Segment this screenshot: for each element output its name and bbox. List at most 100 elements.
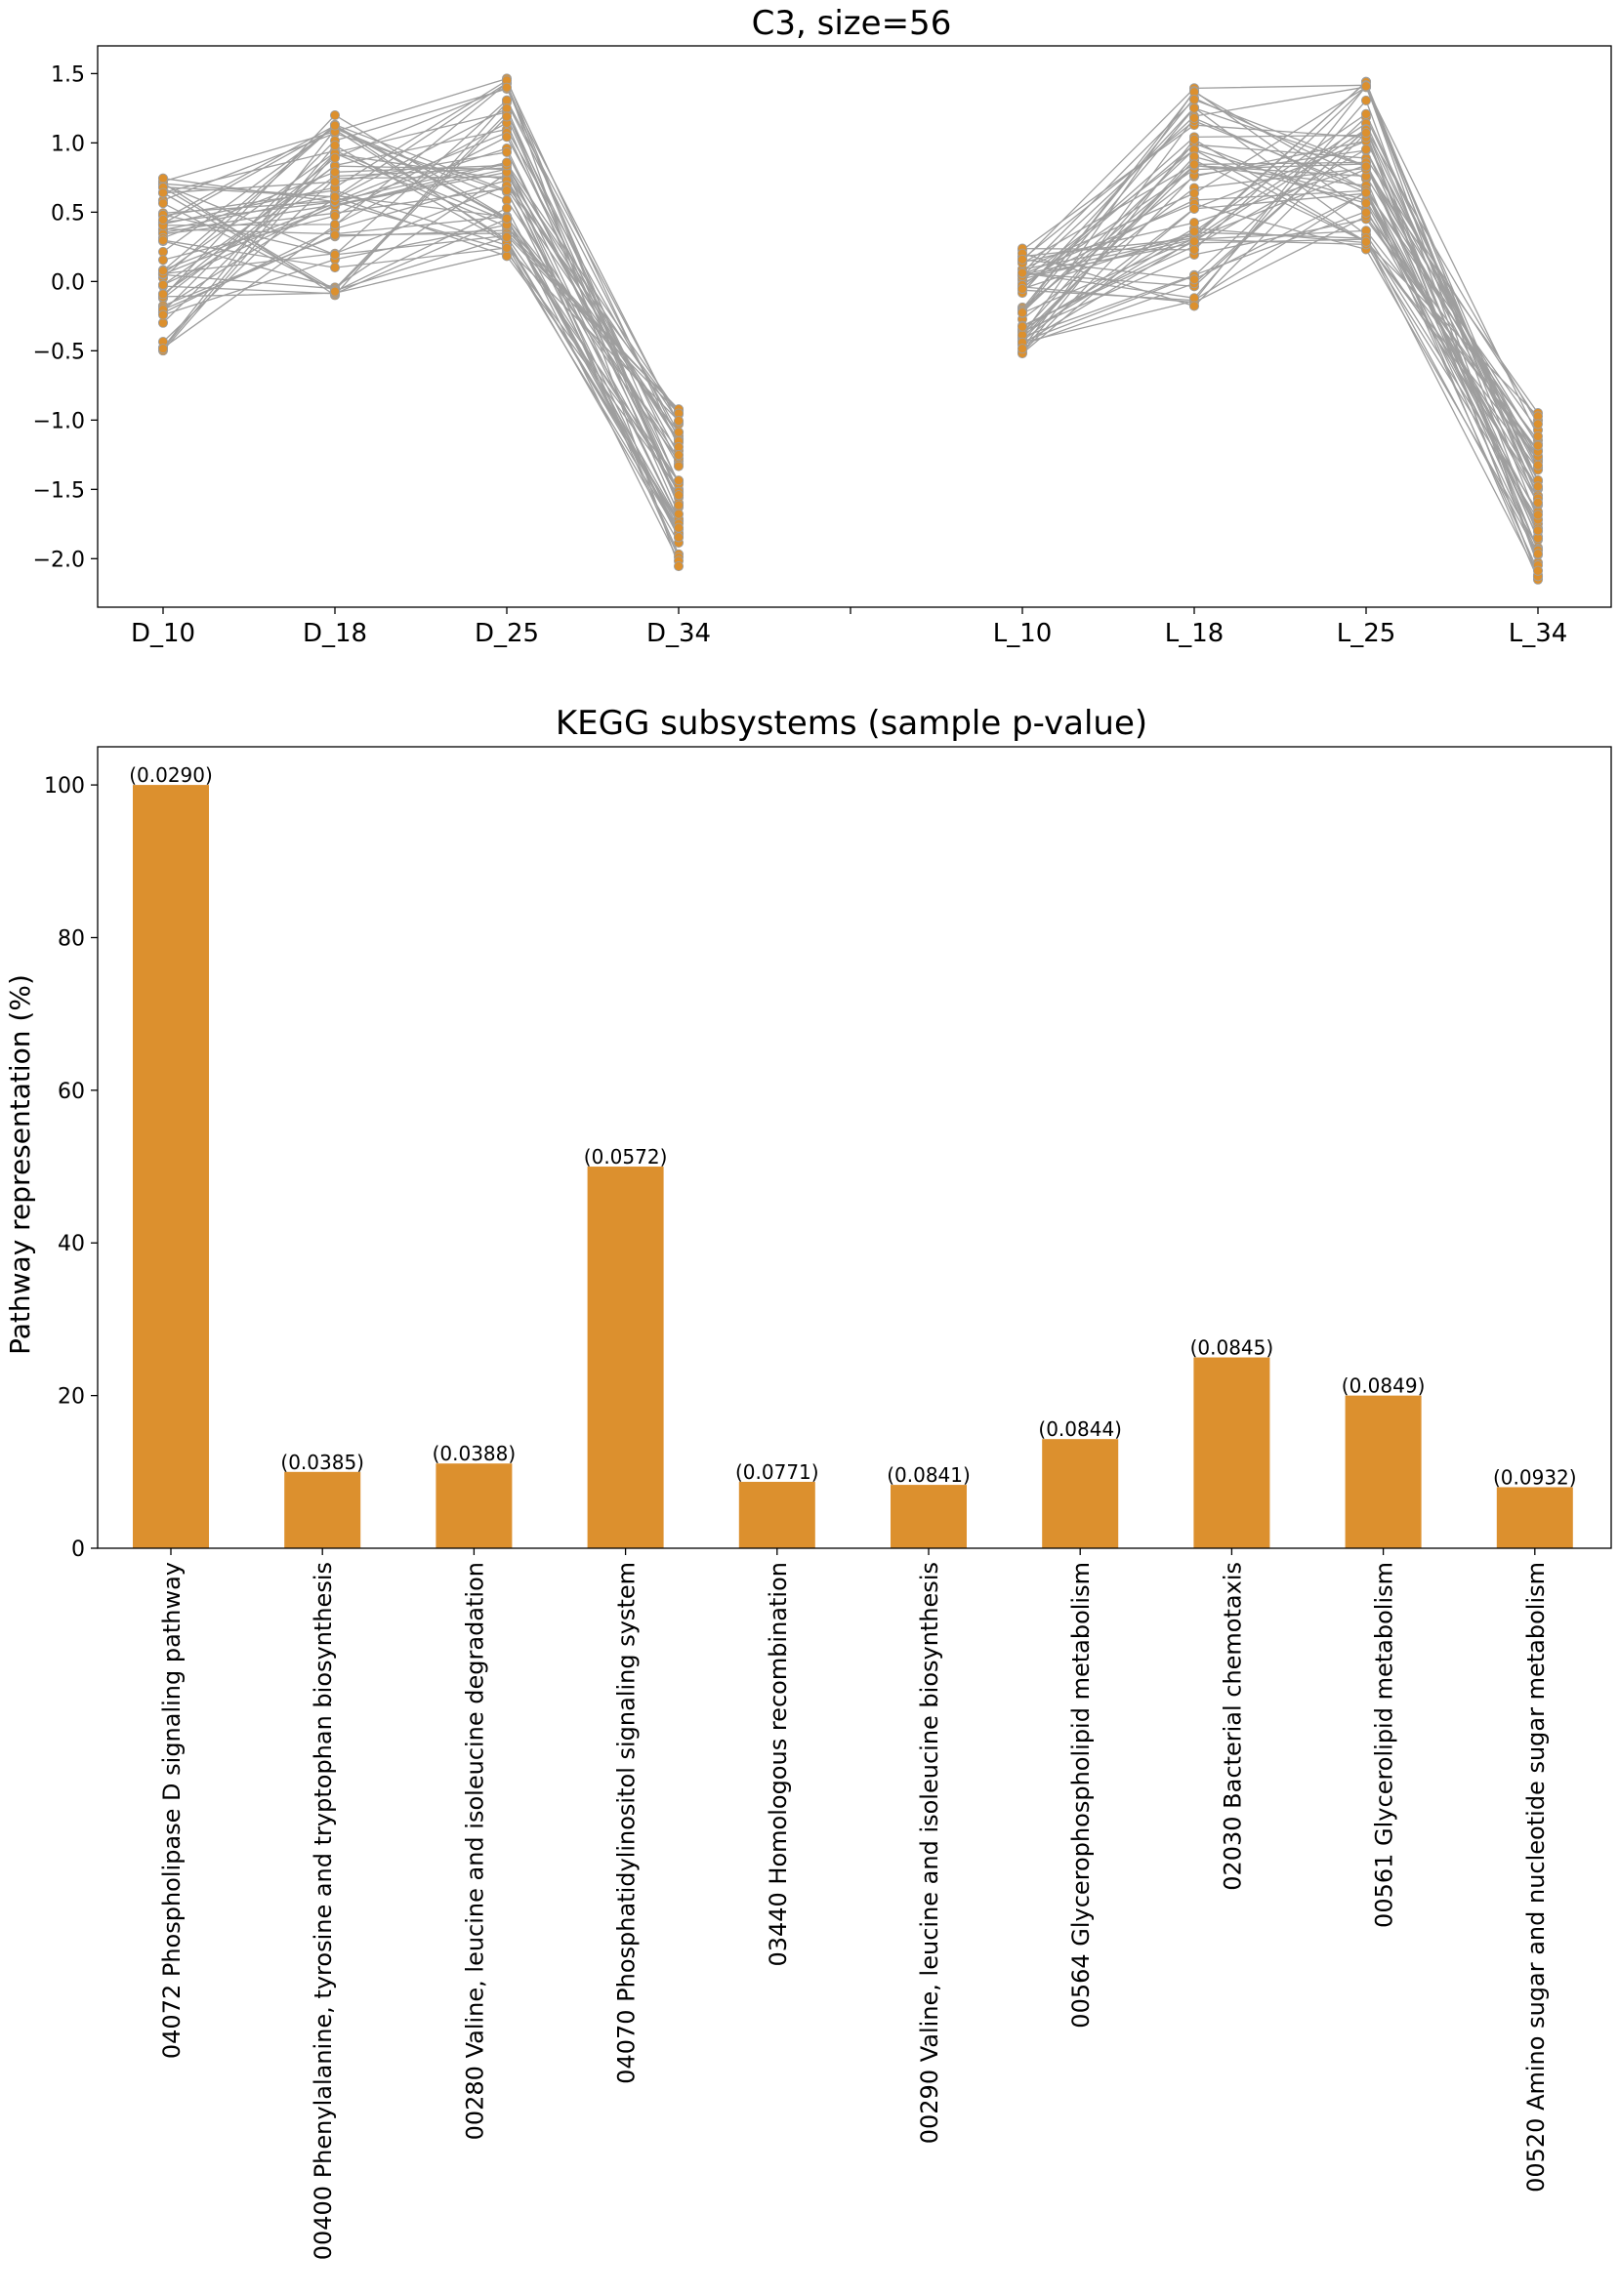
profile-point xyxy=(501,157,513,168)
profile-point xyxy=(501,203,513,214)
profile-point xyxy=(329,109,341,121)
profile-point xyxy=(157,344,169,354)
profile-line xyxy=(162,168,680,555)
bar-data-label: (0.0932) xyxy=(1493,1465,1577,1489)
profile-point xyxy=(1017,344,1028,354)
bar xyxy=(1193,1357,1270,1548)
profile-line xyxy=(1021,86,1539,488)
profile-point xyxy=(157,266,169,276)
x-tick-label: L_34 xyxy=(1509,619,1568,648)
profile-point xyxy=(1360,144,1372,155)
profile-point xyxy=(1017,308,1028,318)
y-tick-label: −0.5 xyxy=(33,340,85,364)
bar-data-label: (0.0388) xyxy=(433,1442,517,1465)
bar-data-label: (0.0841) xyxy=(887,1463,971,1487)
profile-line xyxy=(1021,238,1539,555)
profile-point xyxy=(501,95,513,105)
y-axis-label: Pathway representation (%) xyxy=(4,974,36,1355)
x-tick-label: D_10 xyxy=(131,619,195,648)
y-tick-label: 0 xyxy=(71,1538,85,1562)
x-tick-label: 04070 Phosphatidylinositol signaling sys… xyxy=(613,1562,641,2084)
profile-point xyxy=(157,246,169,257)
profile-line-chart: C3, size=56 −2.0 −1.5 −1.0 −0.5 0.0 0.5 1.0 1.5… xyxy=(33,4,1612,648)
y-tick-label: −2.0 xyxy=(33,548,85,572)
bars xyxy=(133,785,1573,1548)
profile-point xyxy=(157,255,169,266)
bar xyxy=(1042,1439,1119,1548)
profile-line xyxy=(162,121,680,514)
profile-point xyxy=(1017,267,1028,278)
profile-line xyxy=(1021,155,1539,515)
profile-point xyxy=(673,490,685,501)
profile-point xyxy=(673,500,685,511)
profile-line xyxy=(1021,97,1539,581)
profile-point xyxy=(1188,112,1200,123)
y-tick-label: 60 xyxy=(58,1080,85,1104)
profile-point xyxy=(673,416,685,427)
profile-point xyxy=(329,211,341,222)
profile-point xyxy=(1532,481,1544,492)
profile-point xyxy=(157,214,169,226)
profile-line xyxy=(1021,128,1539,487)
profile-line xyxy=(1021,117,1539,571)
bar-data-label: (0.0385) xyxy=(280,1451,364,1474)
profile-point xyxy=(1188,226,1200,237)
y-tick-label: 0.0 xyxy=(51,270,85,295)
profile-point xyxy=(157,235,169,246)
profile-line xyxy=(1021,128,1539,425)
profile-line xyxy=(162,127,680,460)
profile-line xyxy=(162,79,680,448)
profile-line xyxy=(1021,86,1539,520)
profile-point xyxy=(673,427,685,437)
profile-line xyxy=(1021,203,1539,549)
profile-point xyxy=(1532,565,1544,576)
profile-point xyxy=(673,522,685,533)
profile-point xyxy=(1188,95,1200,105)
chart-title: C3, size=56 xyxy=(752,4,952,43)
profile-point xyxy=(329,286,341,297)
y-tick-label: −1.5 xyxy=(33,478,85,503)
profile-point xyxy=(501,185,513,196)
y-tick-label: 1.0 xyxy=(51,132,85,156)
profile-point xyxy=(1532,460,1544,471)
profile-point xyxy=(1188,218,1200,228)
x-tick-label: D_34 xyxy=(646,619,711,648)
profile-point xyxy=(1532,497,1544,508)
bar xyxy=(1345,1395,1422,1548)
profile-point xyxy=(1017,321,1028,332)
profile-line xyxy=(162,124,680,522)
profile-point xyxy=(1532,419,1544,430)
profile-point xyxy=(1188,203,1200,214)
profile-point xyxy=(329,152,341,163)
profile-point xyxy=(1017,283,1028,294)
profile-point xyxy=(1188,244,1200,255)
profile-point xyxy=(1360,198,1372,209)
x-tick-label: D_18 xyxy=(303,619,367,648)
profile-line xyxy=(1021,210,1539,462)
y-tick-label: 100 xyxy=(44,774,85,799)
profile-point xyxy=(1360,187,1372,198)
profile-line xyxy=(162,128,680,433)
y-tick-label: 40 xyxy=(58,1232,85,1256)
x-tick-label: 04072 Phospholipase D signaling pathway xyxy=(158,1562,186,2059)
profile-point xyxy=(501,146,513,157)
profile-line xyxy=(162,214,680,414)
profile-lines xyxy=(162,77,1539,581)
profile-point xyxy=(1188,159,1200,170)
profile-line xyxy=(162,115,680,496)
profile-point xyxy=(329,120,341,131)
profile-point xyxy=(157,289,169,300)
profile-point xyxy=(1360,236,1372,247)
profile-point xyxy=(157,198,169,209)
profile-point xyxy=(1188,274,1200,285)
profile-point xyxy=(1532,549,1544,559)
profile-line xyxy=(1021,85,1539,437)
profile-point xyxy=(1360,127,1372,139)
profile-point xyxy=(329,229,341,240)
profile-point xyxy=(329,167,341,178)
profile-point xyxy=(1188,187,1200,199)
profile-line xyxy=(1021,163,1539,481)
profile-line xyxy=(162,191,680,538)
profile-line xyxy=(1021,131,1539,577)
